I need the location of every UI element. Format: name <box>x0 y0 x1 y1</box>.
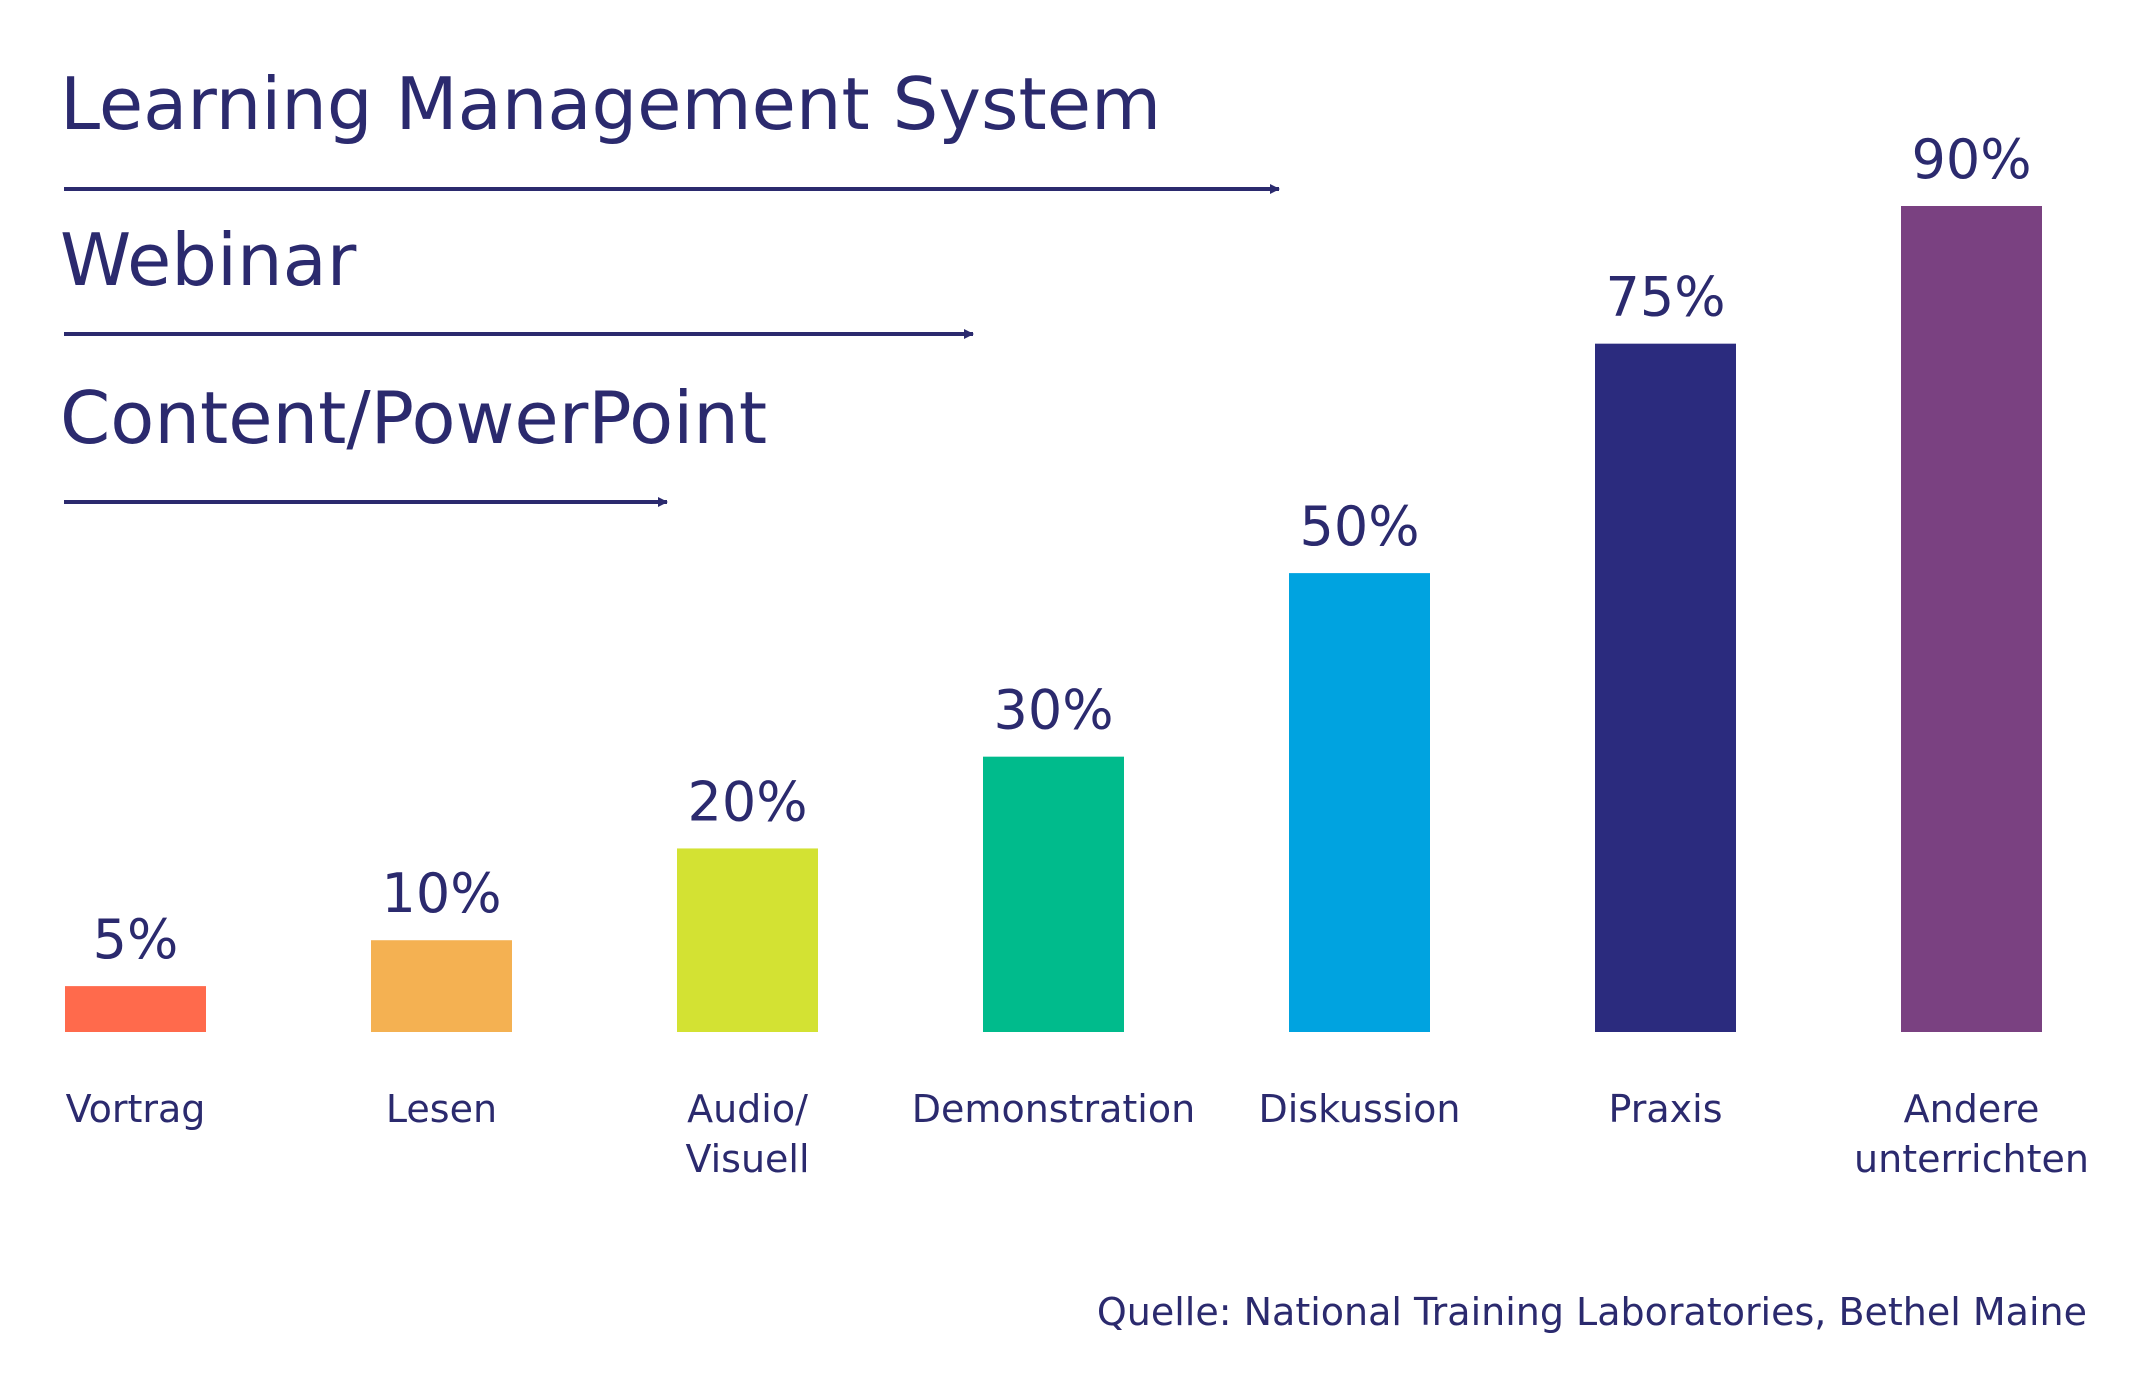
category-label-lesen: Lesen <box>386 1087 497 1131</box>
value-label-lesen: 10% <box>381 862 501 925</box>
category-label-praxis: Praxis <box>1609 1087 1723 1131</box>
category-label-andere-unterrichten: Andere unterrichten <box>1854 1087 2089 1181</box>
bars-layer <box>65 206 2042 1033</box>
bar-vortrag <box>65 986 206 1032</box>
bar-praxis <box>1595 343 1736 1033</box>
arrow-label-webinar: Webinar <box>60 218 357 302</box>
bar-lesen <box>371 940 512 1032</box>
category-label-vortrag: Vortrag <box>66 1087 206 1131</box>
category-label-audio-visuell: Audio/Visuell <box>685 1087 809 1181</box>
value-label-audio-visuell: 20% <box>687 770 807 833</box>
bar-audio-visuell <box>677 848 818 1032</box>
category-label-demonstration: Demonstration <box>912 1087 1195 1131</box>
value-label-vortrag: 5% <box>93 908 179 971</box>
value-label-andere-unterrichten: 90% <box>1911 128 2031 191</box>
bar-demonstration <box>983 756 1124 1032</box>
arrow-label-lms: Learning Management System <box>60 62 1162 146</box>
category-labels-layer: Vortrag Lesen Audio/Visuell Demonstration Di… <box>66 1087 2089 1181</box>
bar-diskussion <box>1289 573 1430 1032</box>
bar-andere-unterrichten <box>1901 206 2042 1032</box>
arrow-label-content: Content/PowerPoint <box>60 376 768 460</box>
value-labels-layer: 5% 10% 20% 30% 50% 75% 90% <box>93 128 2032 971</box>
arrows-layer <box>64 184 1280 507</box>
value-label-demonstration: 30% <box>993 679 1113 742</box>
value-label-diskussion: 50% <box>1299 495 1419 558</box>
value-label-praxis: 75% <box>1605 266 1725 329</box>
source-note: Quelle: National Training Laboratories, … <box>1096 1290 2087 1334</box>
category-label-diskussion: Diskussion <box>1258 1087 1460 1131</box>
